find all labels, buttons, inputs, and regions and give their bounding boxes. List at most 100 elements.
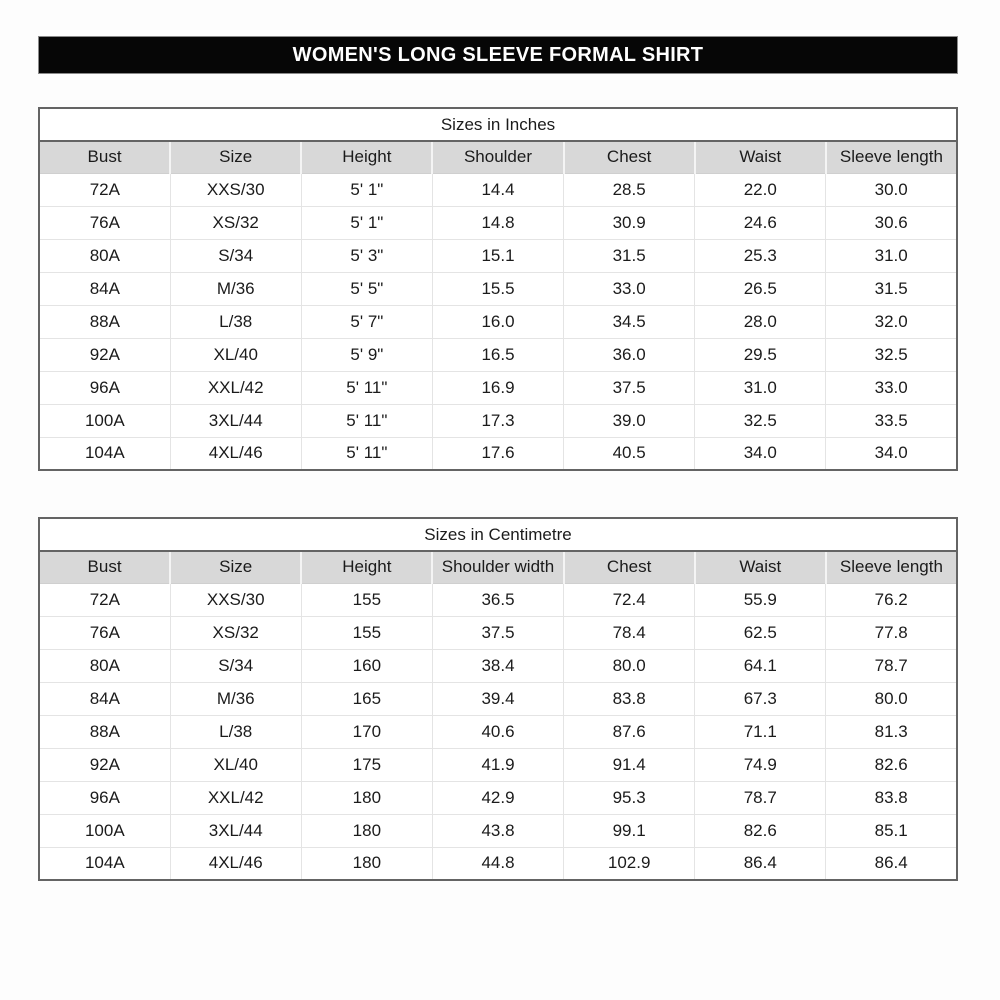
table-cell: 31.0 xyxy=(825,238,957,272)
table-cell: 170 xyxy=(300,714,433,748)
table-cell: 78.4 xyxy=(563,615,695,649)
column-header: Height xyxy=(300,551,433,584)
table-cell: 62.5 xyxy=(694,615,826,649)
table-row: 72A XXS/30 5' 1" 14.4 28.5 22.0 30.0 xyxy=(39,173,957,206)
table-cell: 92A xyxy=(39,747,171,781)
column-header: Bust xyxy=(39,551,171,584)
column-header: Size xyxy=(169,141,302,174)
sizes-in-inches-table: Sizes in Inches Bust Size Height Shoulder Che… xyxy=(38,107,958,471)
table-cell: 100A xyxy=(39,813,171,847)
table-cell: 28.0 xyxy=(694,304,826,338)
table-cell: 5' 3" xyxy=(300,238,433,272)
table-cell: 32.0 xyxy=(825,304,957,338)
table-cell: 80A xyxy=(39,238,171,272)
table-row: 104A 4XL/46 5' 11" 17.6 40.5 34.0 34.0 xyxy=(39,436,957,470)
table-cell: 74.9 xyxy=(694,747,826,781)
table-cell: 31.5 xyxy=(825,271,957,305)
table-cell: 76A xyxy=(39,615,171,649)
table-cell: 84A xyxy=(39,681,171,715)
column-header: Chest xyxy=(562,141,695,174)
table-cell: 31.0 xyxy=(694,370,826,404)
table-cell: 67.3 xyxy=(694,681,826,715)
table-cell: XS/32 xyxy=(169,615,302,649)
table-cell: 104A xyxy=(39,436,171,470)
table-row: 88A L/38 5' 7" 16.0 34.5 28.0 32.0 xyxy=(39,304,957,338)
table-cell: 22.0 xyxy=(694,173,826,206)
column-header: Shoulder xyxy=(431,141,564,174)
table-cell: XXS/30 xyxy=(169,583,302,616)
table-cell: 95.3 xyxy=(563,780,695,814)
table-cell: 39.0 xyxy=(563,403,695,437)
sizes-in-centimetre-table: Sizes in Centimetre Bust Size Height Shoulde… xyxy=(38,517,958,881)
table-cell: 175 xyxy=(300,747,433,781)
table-row: 80A S/34 160 38.4 80.0 64.1 78.7 xyxy=(39,648,957,682)
table-cell: 34.0 xyxy=(694,436,826,470)
table-cell: M/36 xyxy=(169,271,302,305)
table-cell: 96A xyxy=(39,370,171,404)
table-cell: 87.6 xyxy=(563,714,695,748)
table-cell: 16.0 xyxy=(431,304,564,338)
column-header: Size xyxy=(169,551,302,584)
table-cell: 160 xyxy=(300,648,433,682)
table-cell: 30.6 xyxy=(825,205,957,239)
table-cell: 55.9 xyxy=(694,583,826,616)
table-cell: 40.5 xyxy=(563,436,695,470)
table-cell: 37.5 xyxy=(563,370,695,404)
column-header: Height xyxy=(300,141,433,174)
table-cell: 3XL/44 xyxy=(169,813,302,847)
table-caption-row: Sizes in Inches xyxy=(39,108,957,142)
table-cell: 38.4 xyxy=(431,648,564,682)
table-cell: 71.1 xyxy=(694,714,826,748)
table-row: 72A XXS/30 155 36.5 72.4 55.9 76.2 xyxy=(39,583,957,616)
table-cell: 72A xyxy=(39,583,171,616)
table-cell: 5' 11" xyxy=(300,403,433,437)
table-cell: 64.1 xyxy=(694,648,826,682)
table-cell: 33.5 xyxy=(825,403,957,437)
table-cell: L/38 xyxy=(169,304,302,338)
table-cell: 88A xyxy=(39,714,171,748)
table-cell: XS/32 xyxy=(169,205,302,239)
table-cell: 88A xyxy=(39,304,171,338)
table-cell: 34.0 xyxy=(825,436,957,470)
table-cell: 72.4 xyxy=(563,583,695,616)
table-cell: 5' 11" xyxy=(300,370,433,404)
table-row: 100A 3XL/44 180 43.8 99.1 82.6 85.1 xyxy=(39,813,957,847)
table-cell: 17.3 xyxy=(431,403,564,437)
table-cell: 104A xyxy=(39,846,171,880)
table-cell: 155 xyxy=(300,615,433,649)
column-header: Waist xyxy=(693,551,826,584)
table-cell: 15.1 xyxy=(431,238,564,272)
table-cell: 36.0 xyxy=(563,337,695,371)
column-header: Waist xyxy=(693,141,826,174)
table-cell: 28.5 xyxy=(563,173,695,206)
table-cell: 155 xyxy=(300,583,433,616)
page-title-banner: WOMEN'S LONG SLEEVE FORMAL SHIRT xyxy=(38,36,958,74)
table-cell: 40.6 xyxy=(431,714,564,748)
table-cell: 78.7 xyxy=(825,648,957,682)
table-cell: 85.1 xyxy=(825,813,957,847)
table-cell: 83.8 xyxy=(563,681,695,715)
table-cell: 15.5 xyxy=(431,271,564,305)
table-cell: 80.0 xyxy=(563,648,695,682)
table-cell: 14.4 xyxy=(431,173,564,206)
table-cell: 31.5 xyxy=(563,238,695,272)
table-cell: 37.5 xyxy=(431,615,564,649)
table-caption: Sizes in Centimetre xyxy=(39,518,957,552)
table-cell: 180 xyxy=(300,813,433,847)
table-cell: 96A xyxy=(39,780,171,814)
table-cell: 41.9 xyxy=(431,747,564,781)
table-row: 96A XXL/42 180 42.9 95.3 78.7 83.8 xyxy=(39,780,957,814)
column-header: Sleeve length xyxy=(824,141,957,174)
table-cell: 33.0 xyxy=(825,370,957,404)
table-cell: 26.5 xyxy=(694,271,826,305)
table-cell: 32.5 xyxy=(825,337,957,371)
table-cell: 80.0 xyxy=(825,681,957,715)
table-cell: 78.7 xyxy=(694,780,826,814)
table-cell: 72A xyxy=(39,173,171,206)
table-row: 84A M/36 5' 5" 15.5 33.0 26.5 31.5 xyxy=(39,271,957,305)
table-cell: 34.5 xyxy=(563,304,695,338)
table-cell: 102.9 xyxy=(563,846,695,880)
table-cell: XXS/30 xyxy=(169,173,302,206)
table-cell: 5' 1" xyxy=(300,173,433,206)
table-cell: 5' 5" xyxy=(300,271,433,305)
